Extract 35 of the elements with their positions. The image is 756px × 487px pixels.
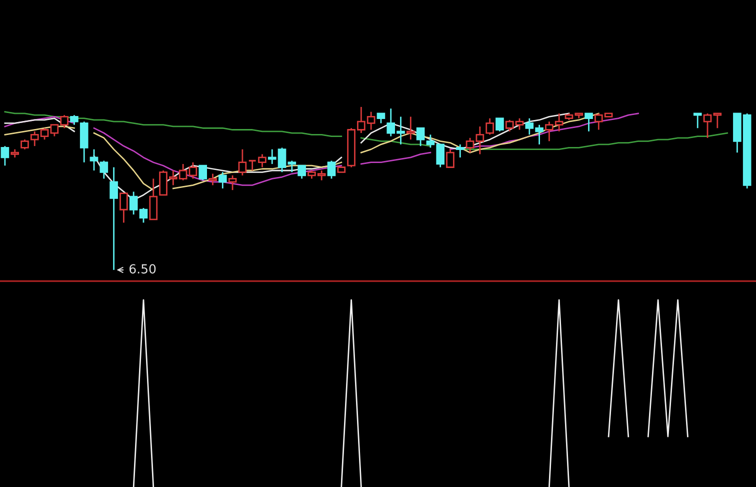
candlestick — [70, 114, 78, 126]
candlestick — [218, 171, 227, 190]
candlestick — [327, 160, 336, 180]
candlestick — [188, 162, 198, 180]
candlestick — [584, 112, 593, 132]
candlestick — [110, 166, 118, 271]
candlestick — [139, 207, 148, 224]
candlestick — [466, 137, 474, 154]
candlestick — [713, 112, 722, 129]
candlestick — [208, 173, 217, 186]
candlestick — [476, 126, 484, 155]
candlestick — [149, 178, 158, 220]
candlestick — [376, 112, 386, 124]
candlestick — [0, 145, 10, 166]
candlestick — [496, 118, 504, 132]
candlestick — [703, 112, 712, 139]
candlestick — [238, 148, 247, 176]
candlestick — [90, 148, 98, 172]
candlestick — [446, 148, 454, 168]
candlestick — [20, 138, 29, 150]
candlestick — [298, 164, 306, 180]
candlestick — [406, 116, 415, 140]
candlestick — [248, 160, 257, 172]
candlestick — [198, 164, 208, 181]
candlestick — [100, 160, 108, 180]
candlestick — [416, 127, 425, 147]
candlestick — [486, 118, 494, 136]
candlestick — [693, 112, 702, 129]
annotation: 6.50 — [130, 264, 156, 274]
candlestick — [129, 191, 138, 216]
candlestick — [456, 144, 464, 158]
candlestick — [228, 174, 237, 191]
candlestick — [288, 160, 296, 173]
candlestick — [120, 192, 128, 224]
candlestick — [258, 154, 266, 168]
